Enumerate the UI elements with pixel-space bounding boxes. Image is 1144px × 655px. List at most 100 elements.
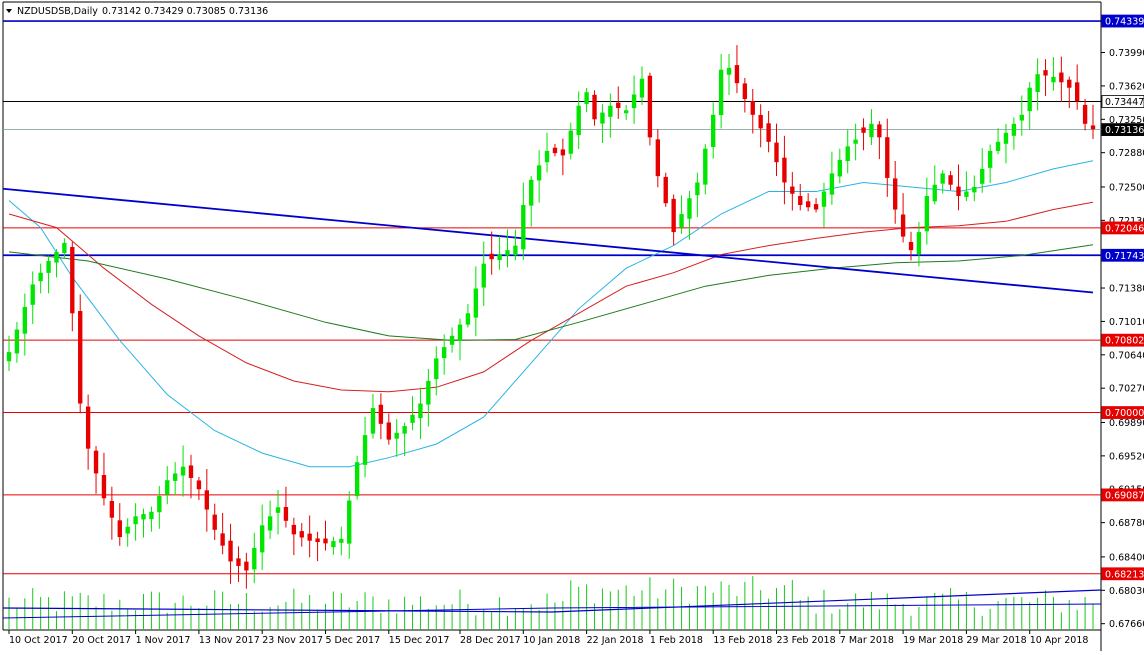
candle-body (861, 127, 866, 133)
candle-body (347, 500, 352, 544)
candle-body (544, 150, 550, 163)
price-level-label: 0.70000 (1105, 408, 1144, 419)
candle-body (402, 426, 407, 434)
candle-body (529, 179, 534, 206)
candle-body (560, 149, 566, 156)
candle-body (149, 511, 154, 520)
candle-body (180, 466, 186, 476)
x-tick-label: 10 Apr 2018 (1030, 635, 1089, 646)
candle-body (877, 124, 882, 138)
trendline[interactable] (2, 187, 1094, 294)
candle-body (718, 69, 724, 116)
dropdown-triangle-icon[interactable] (6, 9, 12, 13)
candle-body (837, 159, 842, 177)
candle-body (426, 380, 431, 405)
candle-body (916, 232, 922, 255)
candle-body (85, 406, 91, 449)
candle-body (434, 358, 439, 380)
candle-body (244, 561, 249, 571)
candle-body (987, 150, 993, 168)
candle-body (362, 435, 368, 465)
candle-body (845, 146, 850, 162)
candle-body (267, 516, 273, 531)
candle-body (299, 531, 304, 538)
candle-body (457, 324, 463, 341)
candle-body (782, 157, 787, 183)
candle-body (418, 403, 423, 419)
candle-body (410, 414, 415, 423)
candle-body (307, 533, 312, 541)
candle-body (869, 123, 874, 138)
price-level-label: 0.71743 (1105, 251, 1144, 262)
candle-body (695, 182, 700, 196)
x-tick-label: 20 Oct 2017 (72, 635, 131, 646)
candle-body (473, 288, 479, 318)
candle-body (608, 105, 613, 117)
candle-body (331, 541, 336, 548)
x-tick-label: 7 Mar 2018 (840, 635, 894, 646)
candle-body (1043, 70, 1048, 76)
candle-body (829, 173, 835, 195)
candle-body (46, 260, 51, 273)
candle-body (758, 114, 763, 129)
x-tick-label: 5 Dec 2017 (325, 635, 380, 646)
candle-body (1003, 132, 1009, 144)
candle-body (283, 507, 289, 521)
candle-body (505, 250, 510, 256)
price-level-tag (1101, 488, 1144, 502)
candle-body (172, 473, 178, 481)
candle-body (1074, 82, 1080, 102)
price-level-tag (1101, 14, 1144, 28)
candle-body (584, 92, 589, 105)
x-tick-label: 13 Nov 2017 (199, 635, 260, 646)
price-level-label: 0.73136 (1105, 125, 1144, 136)
candle-body (196, 480, 202, 490)
candle-body (853, 139, 858, 144)
candle-body (339, 538, 344, 543)
price-level-label: 0.68213 (1105, 569, 1144, 580)
candle-body (1027, 87, 1032, 112)
candle-body (671, 198, 676, 233)
candle-body (576, 105, 581, 136)
candle-body (536, 165, 542, 181)
x-tick-label: 10 Jan 2018 (523, 635, 580, 646)
candle-body (228, 540, 233, 562)
candle-body (465, 313, 471, 325)
candle-body (940, 173, 945, 184)
candle-body (932, 184, 937, 202)
candle-body (513, 245, 518, 256)
candle-body (703, 148, 708, 185)
candle-body (212, 514, 217, 530)
candle-body (1067, 79, 1072, 88)
candle-body (117, 520, 122, 538)
candle-body (481, 263, 486, 288)
candle-body (790, 186, 795, 194)
candle-body (1011, 123, 1017, 136)
candle-body (291, 524, 297, 535)
candle-body (93, 450, 99, 474)
candle-body (354, 462, 360, 497)
candle-body (821, 191, 827, 207)
candle-body (62, 242, 67, 254)
candle-body (236, 558, 241, 566)
x-tick-label: 1 Feb 2018 (650, 635, 703, 646)
candle-body (798, 195, 803, 206)
candle-body (711, 114, 716, 148)
candle-body (315, 538, 320, 543)
candle-body (964, 191, 969, 197)
candle-body (600, 112, 605, 124)
candle-body (908, 241, 914, 251)
candle-body (6, 352, 12, 362)
